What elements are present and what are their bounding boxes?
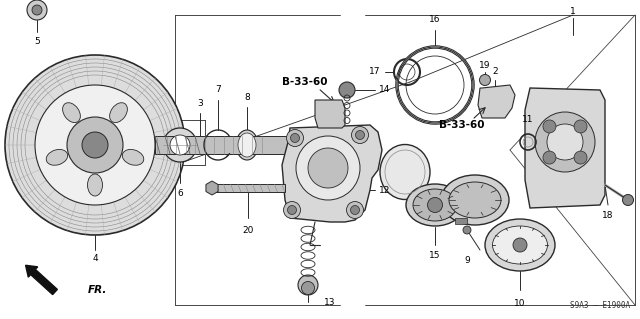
Polygon shape (282, 125, 382, 222)
Polygon shape (525, 88, 605, 208)
Ellipse shape (449, 182, 501, 218)
Circle shape (574, 120, 587, 133)
Text: 15: 15 (429, 250, 441, 259)
Ellipse shape (413, 189, 457, 221)
Text: 2: 2 (492, 68, 498, 77)
Text: B-33-60: B-33-60 (282, 77, 328, 87)
Text: 17: 17 (369, 68, 381, 77)
Circle shape (163, 128, 197, 162)
Text: 10: 10 (515, 299, 525, 308)
Circle shape (27, 0, 47, 20)
Text: 13: 13 (324, 298, 336, 307)
Ellipse shape (109, 103, 127, 122)
Text: 3: 3 (197, 99, 203, 108)
Circle shape (301, 281, 314, 294)
Ellipse shape (63, 103, 81, 122)
Text: B-33-60: B-33-60 (439, 120, 484, 130)
Text: 20: 20 (243, 226, 253, 234)
Circle shape (287, 130, 303, 146)
Text: 6: 6 (177, 189, 183, 197)
Text: 1: 1 (570, 8, 576, 17)
Circle shape (479, 75, 490, 85)
Ellipse shape (236, 130, 258, 160)
Text: 7: 7 (215, 85, 221, 94)
Circle shape (355, 130, 365, 139)
Circle shape (543, 120, 556, 133)
Text: 12: 12 (380, 186, 390, 195)
Circle shape (296, 136, 360, 200)
Text: 5: 5 (34, 38, 40, 47)
Circle shape (346, 202, 364, 219)
Circle shape (32, 5, 42, 15)
Circle shape (535, 112, 595, 172)
Circle shape (67, 117, 123, 173)
Ellipse shape (46, 150, 68, 165)
Circle shape (308, 148, 348, 188)
Ellipse shape (485, 219, 555, 271)
Circle shape (513, 238, 527, 252)
Text: FR.: FR. (88, 285, 108, 295)
Circle shape (170, 135, 190, 155)
Ellipse shape (122, 150, 144, 165)
Circle shape (543, 151, 556, 164)
FancyBboxPatch shape (455, 218, 467, 224)
Polygon shape (315, 100, 345, 128)
Circle shape (287, 205, 296, 214)
Circle shape (298, 275, 318, 295)
Text: 4: 4 (92, 254, 98, 263)
Ellipse shape (380, 145, 430, 199)
Circle shape (351, 127, 369, 144)
Ellipse shape (441, 175, 509, 225)
Circle shape (351, 205, 360, 214)
Ellipse shape (493, 226, 547, 264)
Ellipse shape (88, 174, 102, 196)
Circle shape (339, 82, 355, 98)
Circle shape (5, 55, 185, 235)
Ellipse shape (406, 184, 464, 226)
Circle shape (623, 195, 634, 205)
Text: 18: 18 (602, 211, 614, 219)
Circle shape (35, 85, 155, 205)
Circle shape (284, 202, 301, 219)
Circle shape (82, 132, 108, 158)
Text: 14: 14 (380, 85, 390, 94)
Text: 8: 8 (244, 93, 250, 101)
Circle shape (463, 226, 471, 234)
FancyBboxPatch shape (155, 136, 290, 154)
FancyBboxPatch shape (212, 184, 285, 192)
Circle shape (291, 133, 300, 143)
Ellipse shape (238, 133, 256, 157)
Text: 19: 19 (479, 61, 491, 70)
Polygon shape (478, 85, 515, 118)
Text: S9A3 – E1900A: S9A3 – E1900A (570, 301, 630, 310)
Text: 11: 11 (522, 115, 534, 124)
Circle shape (547, 124, 583, 160)
Circle shape (428, 197, 442, 212)
Text: 16: 16 (429, 16, 441, 25)
Circle shape (574, 151, 587, 164)
FancyArrow shape (26, 265, 58, 294)
Text: 9: 9 (464, 256, 470, 264)
